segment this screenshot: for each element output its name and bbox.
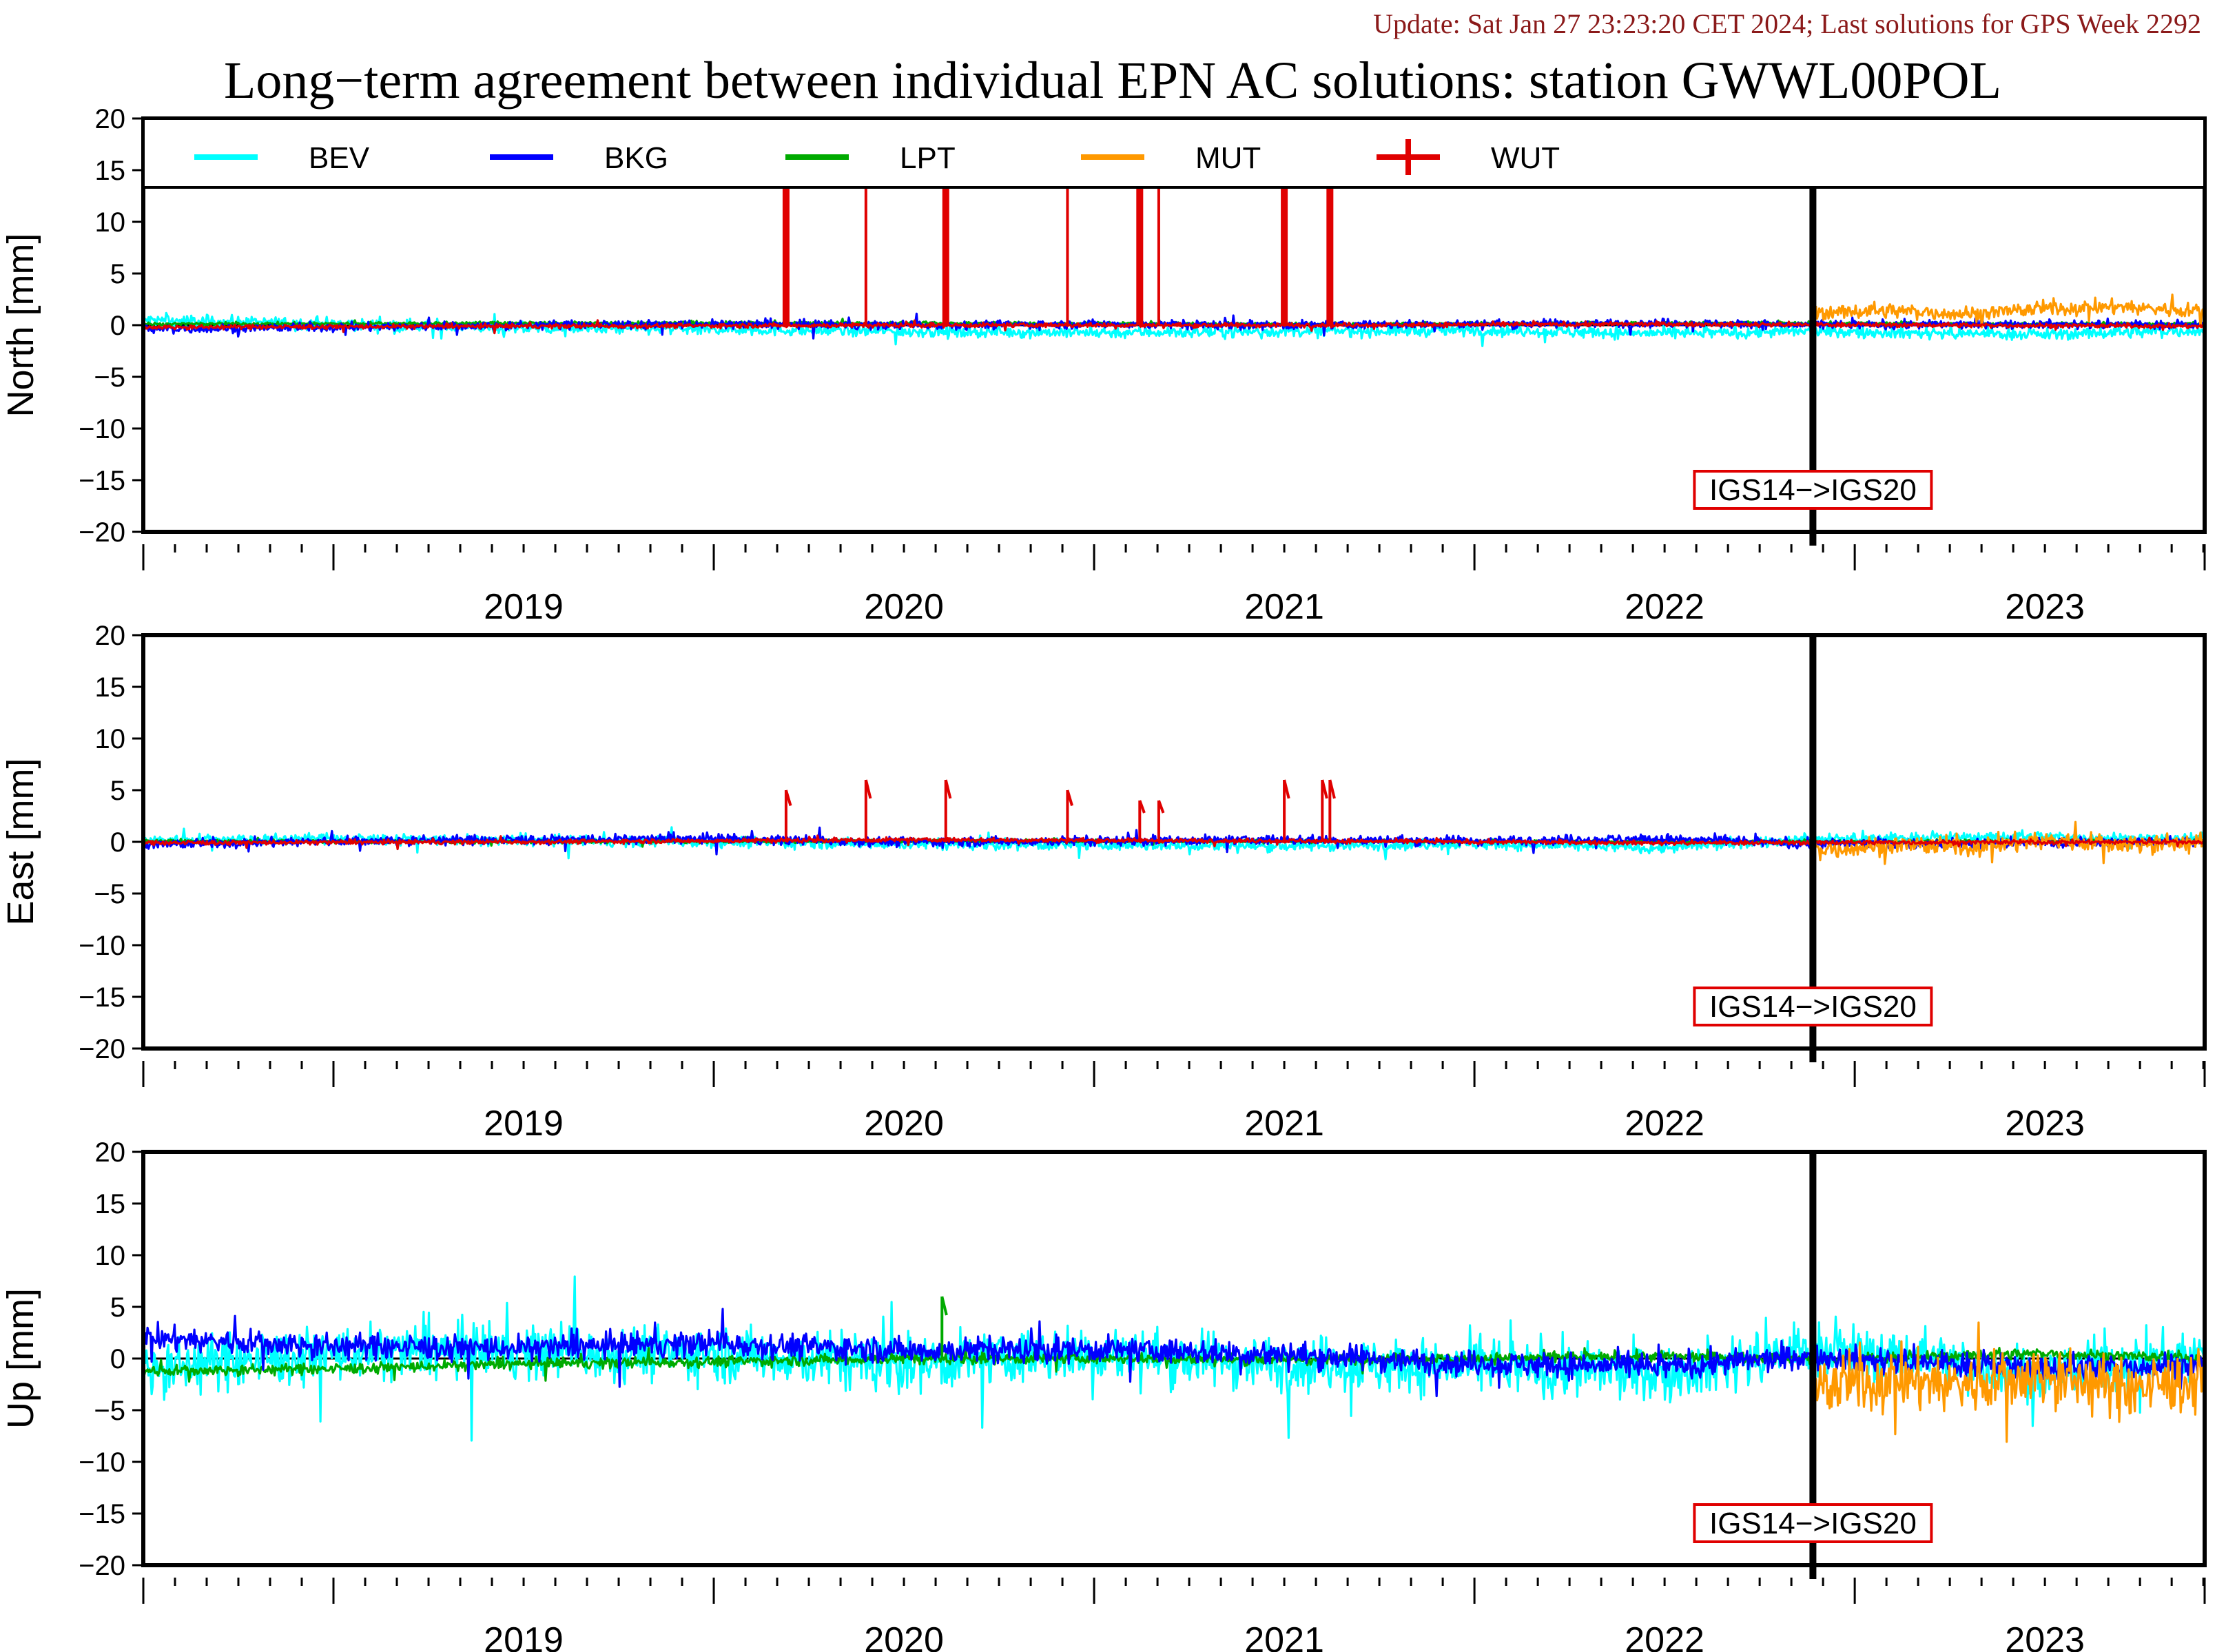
annotation-box	[1693, 1503, 1933, 1543]
x-tick-label: 2022	[1625, 1620, 1704, 1652]
panel-east: 20 15 10 5 0 −5 −10 −15 −20 East [mm] 2019 2020 2021…	[0, 621, 2207, 1144]
y-tick-label: −15	[79, 1499, 125, 1529]
legend-label-lpt: LPT	[900, 141, 956, 175]
series-line-mut	[1811, 1321, 2205, 1443]
legend-label-wut: WUT	[1491, 141, 1560, 175]
y-tick-label: 5	[110, 1292, 125, 1323]
y-tick-label: −10	[79, 931, 125, 961]
annotation-label: IGS14−>IGS20	[1709, 990, 1917, 1024]
spike-tail	[944, 779, 952, 799]
x-tick-label: 2022	[1625, 587, 1704, 627]
x-tick-label: 2020	[864, 587, 944, 627]
annotation-label: IGS14−>IGS20	[1709, 473, 1917, 507]
panel-up: 20 15 10 5 0 −5 −10 −15 −20 Up [mm] 2019 2020 2021 20…	[0, 1137, 2207, 1652]
series-line-wut	[143, 834, 2205, 851]
series-line-wut	[143, 319, 2205, 335]
y-tick-label: 0	[110, 1344, 125, 1374]
x-tick-label: 2021	[1244, 1104, 1324, 1144]
legend-label-bkg: BKG	[604, 141, 668, 175]
annotation-label: IGS14−>IGS20	[1709, 1507, 1917, 1540]
spike-tail	[1066, 789, 1073, 807]
spike-tail	[785, 789, 792, 807]
y-tick-label: 10	[95, 1241, 126, 1271]
x-tick-label: 2020	[864, 1620, 944, 1652]
spike-tail	[1283, 779, 1290, 799]
x-tick-label: 2023	[2005, 1620, 2085, 1652]
plot-area	[143, 1275, 2205, 1443]
y-tick-label: 15	[95, 156, 126, 186]
spike-tail	[1157, 800, 1165, 814]
y-tick-label: −20	[79, 1551, 125, 1581]
y-tick-label: 10	[95, 207, 126, 238]
y-tick-label: 5	[110, 776, 125, 806]
y-tick-label: −5	[94, 362, 125, 393]
y-tick-label: 10	[95, 724, 126, 754]
y-tick-label: 15	[95, 1189, 126, 1219]
y-axis-title: North [mm]	[0, 233, 41, 417]
x-tick-label: 2021	[1244, 1620, 1324, 1652]
x-tick-label: 2022	[1625, 1104, 1704, 1144]
x-tick-label: 2021	[1244, 587, 1324, 627]
plot-area	[143, 779, 2205, 865]
y-tick-label: −20	[79, 1034, 125, 1064]
y-tick-label: 0	[110, 827, 125, 858]
series-line-mut	[1811, 820, 2205, 865]
x-tick-label: 2023	[2005, 587, 2085, 627]
legend-box	[142, 117, 2206, 189]
chart-title: Long−term agreement between individual E…	[224, 52, 2001, 110]
y-tick-label: −5	[94, 879, 125, 909]
series-line-mut	[1811, 293, 2205, 329]
x-tick-label: 2019	[484, 1104, 564, 1144]
spike-tail	[1321, 779, 1328, 799]
y-tick-label: −10	[79, 414, 125, 444]
y-tick-label: −15	[79, 982, 125, 1013]
panel-north: 20 15 10 5 0 −5 −10 −15 −20 North [mm] 2019 2020 202…	[0, 104, 2207, 627]
x-tick-label: 2023	[2005, 1104, 2085, 1144]
y-tick-label: −5	[94, 1396, 125, 1426]
y-tick-label: 20	[95, 104, 126, 134]
y-tick-label: −20	[79, 517, 125, 548]
y-tick-label: 5	[110, 259, 125, 289]
update-timestamp: Update: Sat Jan 27 23:23:20 CET 2024; La…	[1373, 8, 2201, 39]
y-axis-title: East [mm]	[0, 758, 41, 925]
y-axis-title: Up [mm]	[0, 1288, 41, 1429]
x-tick-label: 2020	[864, 1104, 944, 1144]
y-tick-label: 20	[95, 621, 126, 651]
legend-label-bev: BEV	[309, 141, 370, 175]
spike-tail	[864, 779, 872, 799]
legend-label-mut: MUT	[1195, 141, 1261, 175]
y-tick-label: −15	[79, 466, 125, 496]
annotation-box	[1693, 987, 1933, 1026]
y-tick-label: −10	[79, 1447, 125, 1478]
spike-tail	[1138, 800, 1146, 814]
y-tick-label: 15	[95, 672, 126, 703]
annotation-box	[1693, 470, 1933, 510]
x-tick-label: 2019	[484, 587, 564, 627]
y-tick-label: 0	[110, 311, 125, 341]
x-tick-label: 2019	[484, 1620, 564, 1652]
spike-tail	[1328, 779, 1336, 799]
y-tick-label: 20	[95, 1137, 126, 1168]
spike-tail	[940, 1296, 948, 1316]
